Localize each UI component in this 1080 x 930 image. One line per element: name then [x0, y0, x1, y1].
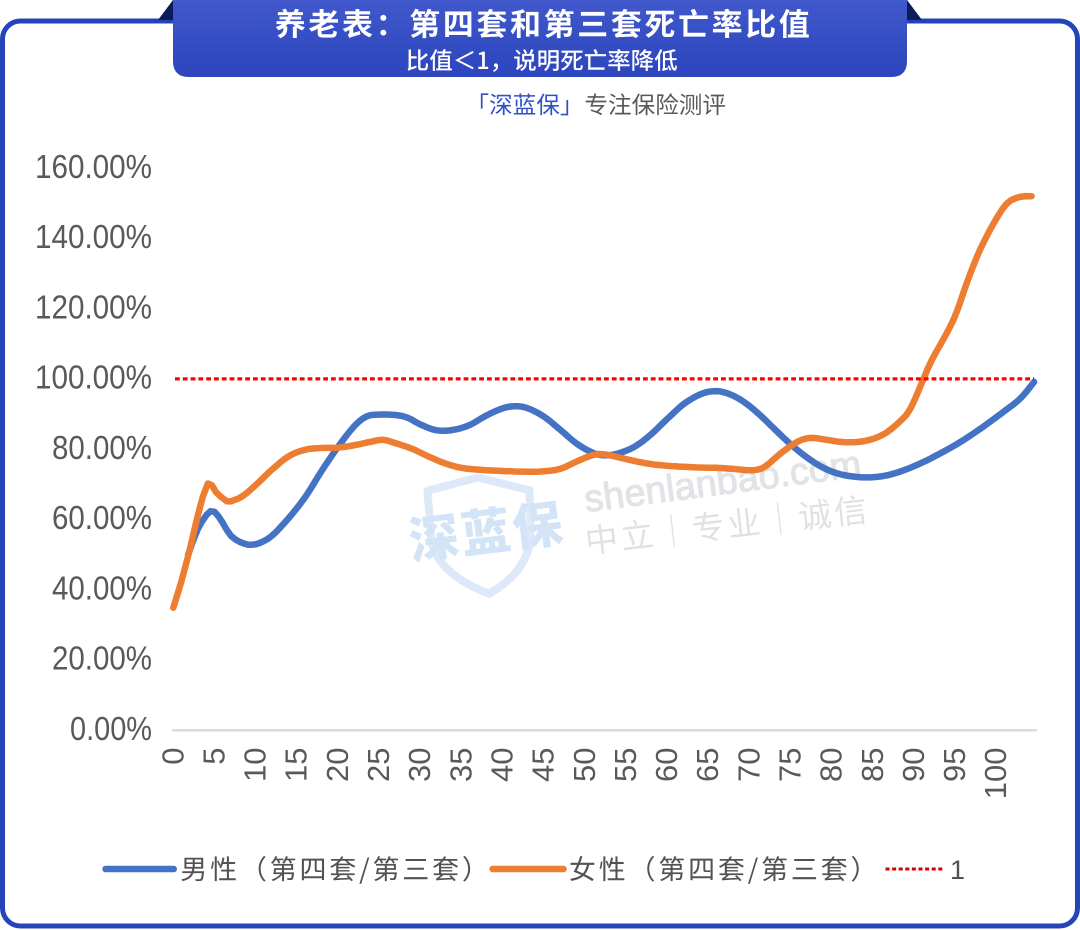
- svg-text:120.00%: 120.00%: [35, 288, 152, 325]
- svg-text:25: 25: [361, 748, 396, 782]
- svg-text:85: 85: [855, 748, 890, 782]
- svg-text:100.00%: 100.00%: [35, 359, 152, 396]
- svg-text:95: 95: [937, 748, 972, 782]
- svg-text:40: 40: [485, 748, 520, 782]
- svg-text:60.00%: 60.00%: [52, 499, 152, 536]
- svg-text:20: 20: [320, 748, 355, 782]
- svg-text:100: 100: [978, 748, 1013, 800]
- svg-text:40.00%: 40.00%: [52, 569, 152, 606]
- svg-text:60: 60: [649, 748, 684, 782]
- svg-text:5: 5: [196, 748, 231, 765]
- svg-text:30: 30: [402, 748, 437, 782]
- svg-text:140.00%: 140.00%: [35, 218, 152, 255]
- svg-text:80: 80: [814, 748, 849, 782]
- svg-text:75: 75: [773, 748, 808, 782]
- svg-text:50: 50: [567, 748, 602, 782]
- svg-text:45: 45: [526, 748, 561, 782]
- svg-text:55: 55: [608, 748, 643, 782]
- svg-text:65: 65: [690, 748, 725, 782]
- svg-text:0.00%: 0.00%: [70, 710, 152, 747]
- svg-text:0: 0: [155, 748, 190, 765]
- svg-text:70: 70: [731, 748, 766, 782]
- svg-text:10: 10: [238, 748, 273, 782]
- svg-text:35: 35: [443, 748, 478, 782]
- svg-text:90: 90: [896, 748, 931, 782]
- svg-text:15: 15: [279, 748, 314, 782]
- svg-text:160.00%: 160.00%: [35, 148, 152, 185]
- svg-text:1: 1: [950, 855, 965, 885]
- svg-text:20.00%: 20.00%: [52, 640, 152, 677]
- svg-text:80.00%: 80.00%: [52, 429, 152, 466]
